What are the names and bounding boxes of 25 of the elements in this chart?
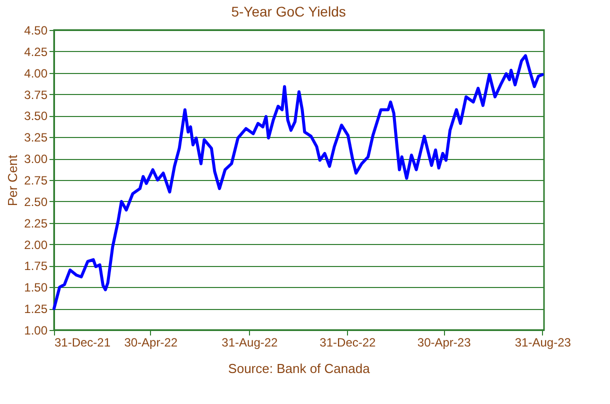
x-tick-label: 31-Aug-23 — [514, 336, 572, 350]
y-tick-label: 4.25 — [24, 44, 48, 59]
y-tick-label: 4.50 — [24, 24, 48, 38]
y-tick-label: 3.25 — [24, 130, 48, 145]
y-tick-label: 1.25 — [24, 302, 48, 316]
line-series — [52, 54, 544, 310]
y-axis-title: Per Cent — [5, 154, 20, 206]
y-tick-label: 2.25 — [24, 216, 48, 230]
x-tick-label: 30-Apr-22 — [124, 336, 178, 350]
y-tick-label: 3.75 — [24, 88, 48, 102]
y-tick-label: 3.50 — [24, 109, 48, 124]
y-tick-label: 2.50 — [24, 194, 48, 209]
y-tick-label: 2.75 — [24, 174, 48, 188]
x-tick-label: 31-Dec-21 — [54, 336, 111, 350]
y-tick-label: 1.00 — [24, 324, 48, 338]
y-tick-label: 3.00 — [24, 152, 48, 166]
x-tick-label: 31-Dec-22 — [320, 336, 376, 350]
y-tick-label: 4.00 — [24, 66, 48, 80]
source-note: Source: Bank of Canada — [228, 361, 371, 376]
x-tick-label: 31-Aug-22 — [222, 336, 278, 350]
chart-title: 5-Year GoC Yields — [231, 3, 346, 20]
y-tick-label: 2.00 — [24, 238, 48, 252]
x-tick-label: 30-Apr-23 — [417, 336, 472, 350]
y-tick-label: 1.75 — [24, 259, 48, 274]
y-tick-label: 1.50 — [24, 280, 48, 295]
